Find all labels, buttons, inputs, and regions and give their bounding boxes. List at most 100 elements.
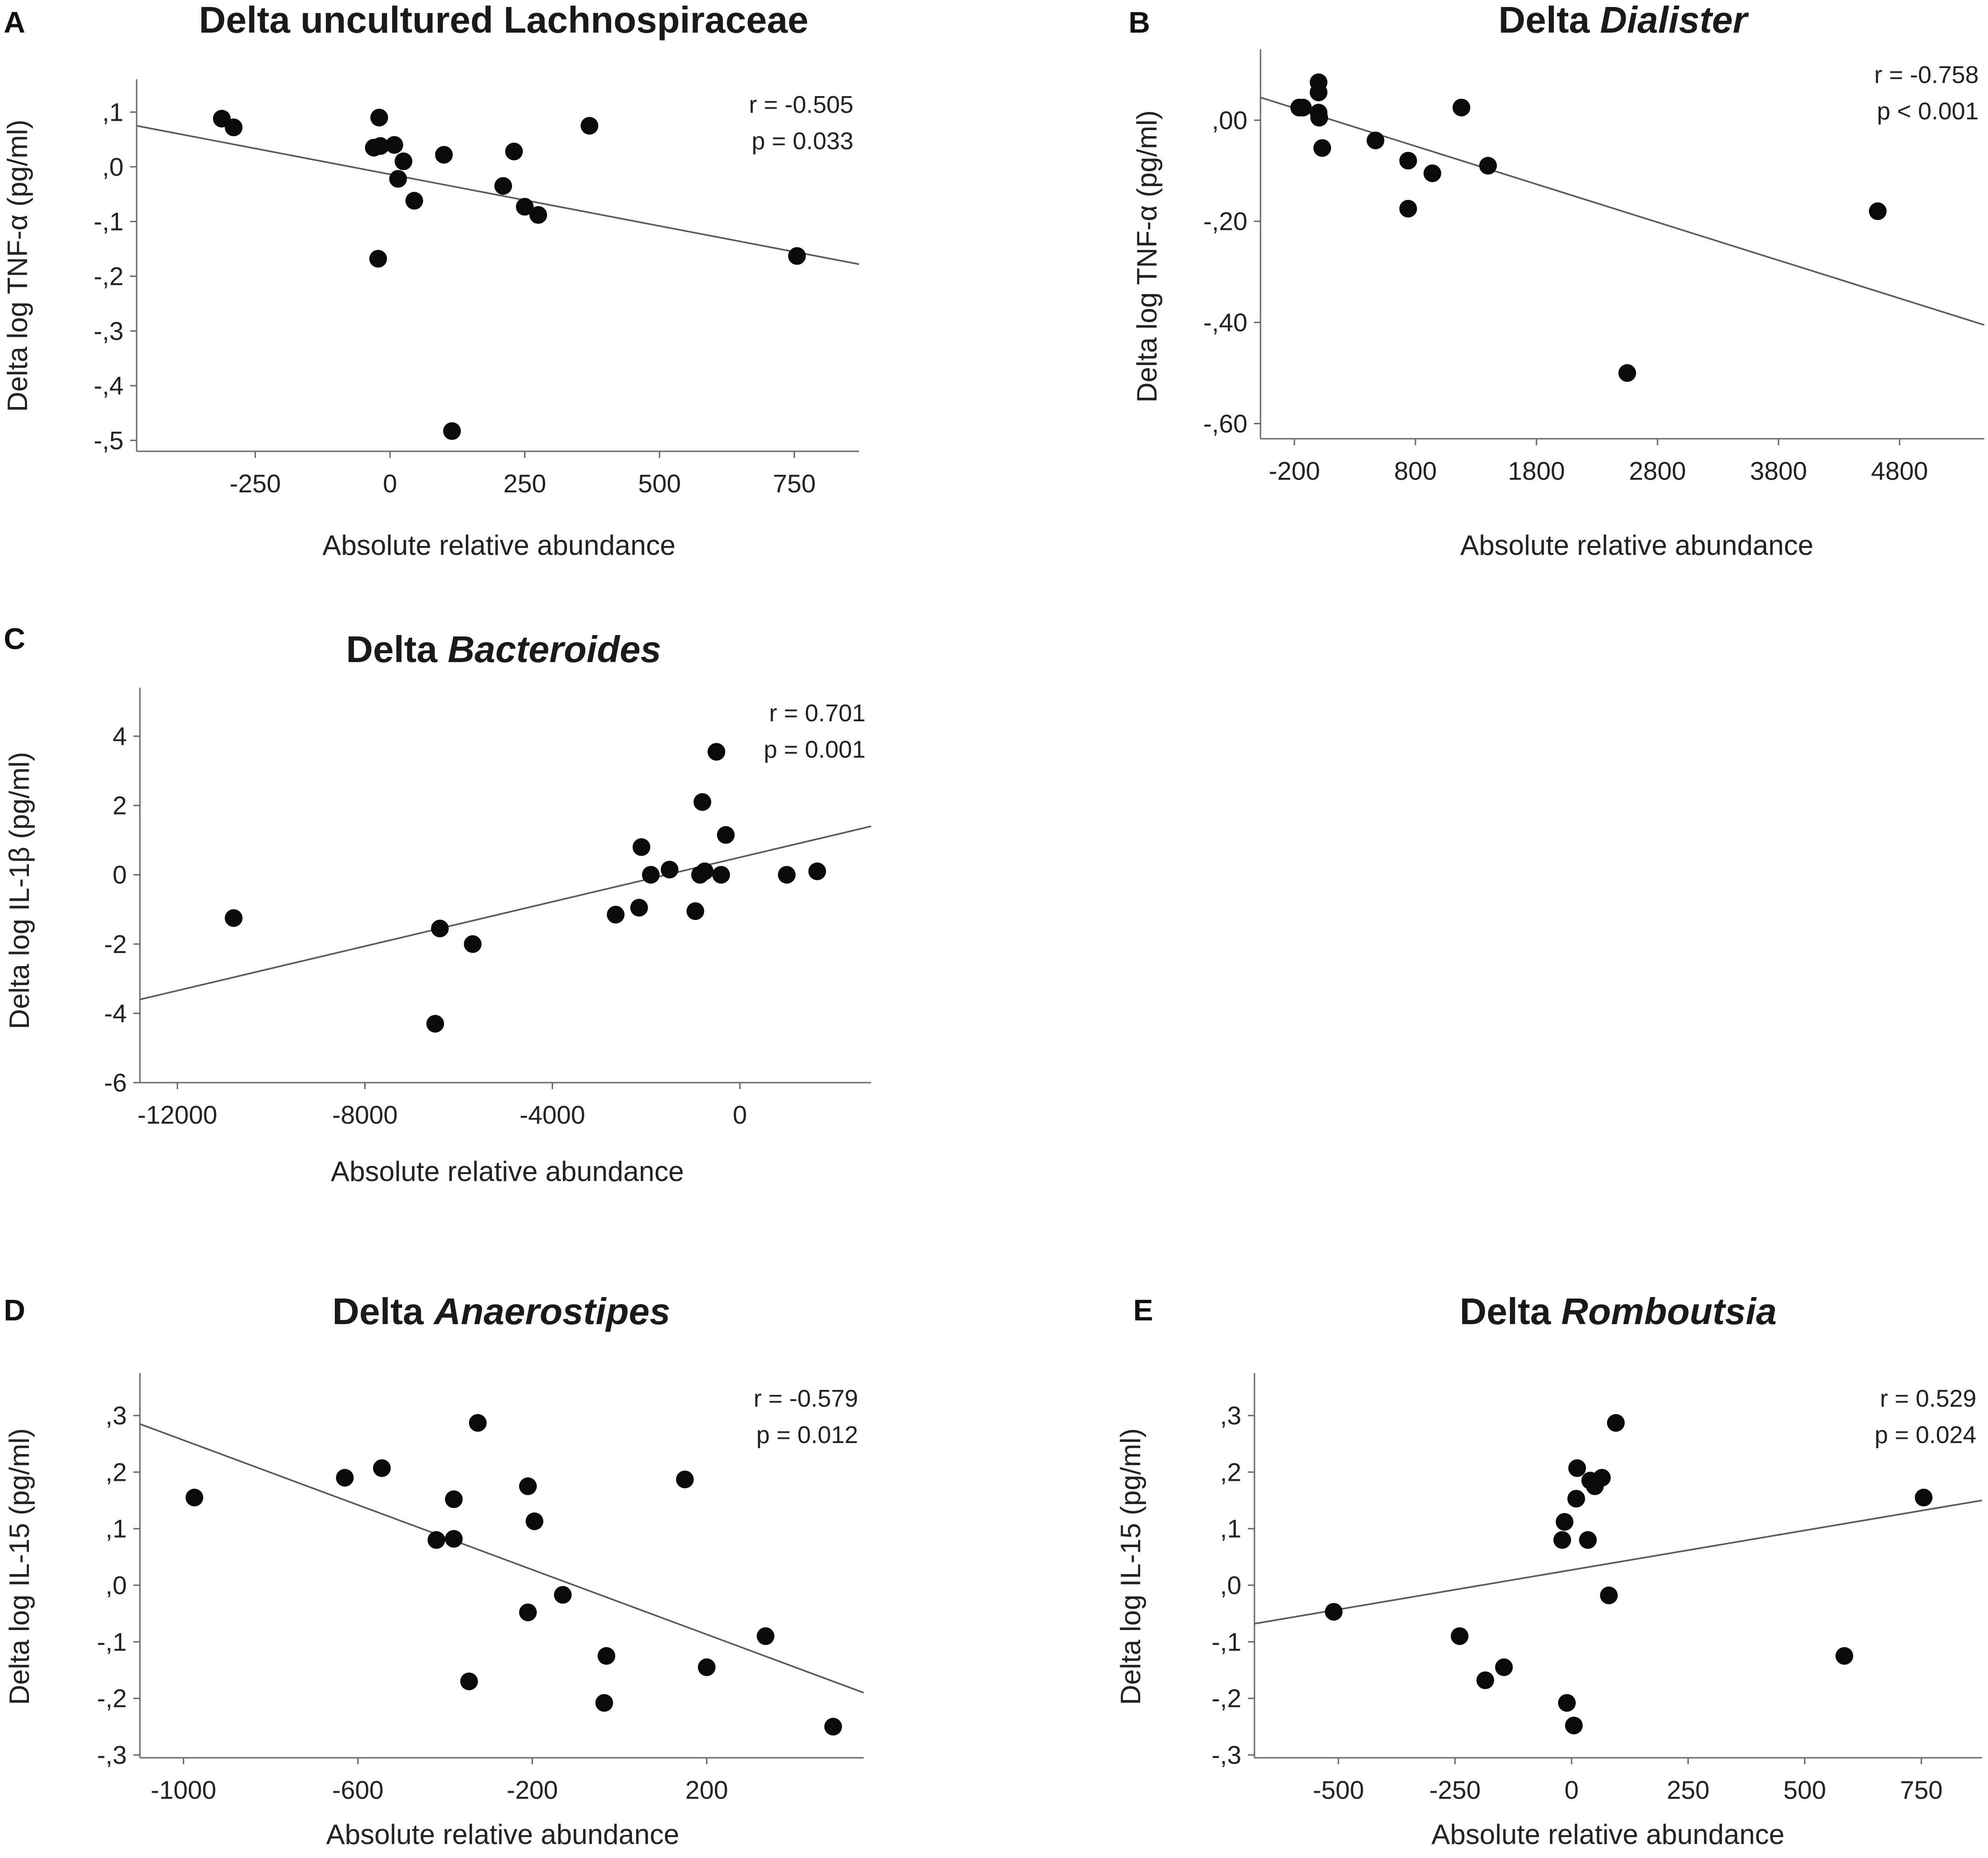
data-point xyxy=(526,1512,544,1530)
data-point xyxy=(427,1531,445,1549)
y-axis-label: Delta log TNF-α (pg/ml) xyxy=(1131,110,1163,402)
y-tick-label: ,1 xyxy=(105,1514,127,1543)
y-tick-label: ,0 xyxy=(102,152,124,181)
data-point xyxy=(464,935,482,953)
data-point xyxy=(1565,1716,1583,1734)
y-tick-label: -,3 xyxy=(97,1741,127,1769)
data-point xyxy=(712,866,730,884)
x-tick-label: 250 xyxy=(503,469,546,498)
y-tick-label: ,1 xyxy=(102,97,124,126)
y-tick-label: -,2 xyxy=(97,1684,127,1713)
x-tick-label: 2800 xyxy=(1629,456,1686,485)
data-point xyxy=(1553,1531,1571,1549)
data-point xyxy=(1366,131,1385,150)
x-tick-label: -8000 xyxy=(332,1100,398,1129)
data-point xyxy=(1423,164,1441,182)
data-point xyxy=(443,422,461,440)
y-tick-label: -,5 xyxy=(94,426,124,455)
data-point xyxy=(824,1718,842,1736)
data-point xyxy=(516,198,534,216)
y-axis-label: Delta log IL-15 (pg/ml) xyxy=(4,1428,35,1705)
data-point xyxy=(1399,200,1417,218)
y-tick-label: -,60 xyxy=(1203,409,1247,438)
data-point xyxy=(460,1672,478,1691)
chart-title: Delta Romboutsia xyxy=(1460,1291,1777,1332)
x-tick-label: 500 xyxy=(1783,1775,1826,1804)
data-point xyxy=(1618,364,1636,382)
panel-letter: B xyxy=(1129,6,1150,39)
data-point xyxy=(1452,98,1470,117)
data-point xyxy=(554,1586,572,1604)
data-point xyxy=(676,1471,694,1489)
regression-line xyxy=(136,125,859,265)
data-point xyxy=(369,249,387,268)
data-point xyxy=(707,743,726,761)
x-tick-label: -1000 xyxy=(151,1775,216,1804)
correlation-p: p = 0.033 xyxy=(752,128,853,155)
y-tick-label: -,2 xyxy=(94,262,124,290)
data-point xyxy=(225,909,243,927)
correlation-r: r = -0.505 xyxy=(749,91,853,118)
panel-d: D Delta Anaerostipes ,3 ,2 ,1 ,0 -,1 -,2 -,3 -100… xyxy=(4,1291,864,1850)
panel-c: C Delta Bacteroides 4 2 0 -2 -4 -6 -12000 -8000 -4… xyxy=(4,622,872,1187)
x-tick-label: 200 xyxy=(686,1775,728,1804)
x-tick-label: 750 xyxy=(1900,1775,1943,1804)
y-tick-label: 2 xyxy=(112,791,127,820)
panel-letter: A xyxy=(4,6,25,39)
y-tick-label: -,3 xyxy=(94,317,124,345)
data-point xyxy=(445,1530,463,1548)
chart-title: Delta Anaerostipes xyxy=(332,1291,671,1332)
x-tick-label: 250 xyxy=(1667,1775,1710,1804)
y-tick-label: ,1 xyxy=(1220,1514,1241,1543)
x-tick-label: 0 xyxy=(733,1100,747,1129)
chart-title: Delta Bacteroides xyxy=(346,629,661,670)
correlation-p: p = 0.012 xyxy=(756,1422,858,1449)
data-point xyxy=(519,1477,537,1495)
data-point xyxy=(469,1414,487,1432)
y-axis-label: Delta log IL-15 (pg/ml) xyxy=(1115,1428,1146,1705)
y-axis-label: Delta log TNF-α (pg/ml) xyxy=(2,119,33,412)
x-axis-label: Absolute relative abundance xyxy=(326,1819,679,1850)
data-point xyxy=(630,898,648,917)
x-tick-label: -250 xyxy=(1429,1775,1481,1804)
data-point xyxy=(1310,109,1328,127)
x-tick-label: -4000 xyxy=(520,1100,585,1129)
data-point xyxy=(756,1627,775,1645)
y-tick-label: -6 xyxy=(104,1068,127,1097)
data-point xyxy=(371,137,389,155)
y-tick-label: -,20 xyxy=(1203,207,1247,236)
data-point xyxy=(336,1469,354,1487)
correlation-r: r = -0.579 xyxy=(754,1385,858,1412)
x-tick-label: 750 xyxy=(773,469,816,498)
correlation-p: p = 0.001 xyxy=(764,736,866,763)
data-point xyxy=(660,861,679,879)
data-point xyxy=(405,192,423,210)
x-axis-label: Absolute relative abundance xyxy=(331,1156,684,1187)
x-tick-label: 3800 xyxy=(1750,456,1807,485)
data-point xyxy=(808,862,826,880)
data-point xyxy=(693,793,712,811)
y-tick-label: -,1 xyxy=(94,207,124,236)
data-point xyxy=(717,826,735,844)
y-tick-label: -,40 xyxy=(1203,308,1247,337)
data-point xyxy=(395,152,413,171)
data-point xyxy=(1313,139,1331,157)
data-point xyxy=(1836,1647,1853,1665)
data-point xyxy=(519,1603,537,1622)
y-tick-label: ,00 xyxy=(1212,106,1247,135)
title-part: Delta xyxy=(1460,1291,1561,1332)
data-point xyxy=(426,1015,444,1033)
x-tick-label: 800 xyxy=(1394,456,1437,485)
x-axis-label: Absolute relative abundance xyxy=(1431,1819,1784,1850)
data-point xyxy=(431,919,449,938)
data-point xyxy=(1325,1602,1343,1621)
data-point xyxy=(494,177,513,195)
y-tick-label: ,3 xyxy=(105,1401,127,1430)
data-point xyxy=(1495,1658,1513,1676)
data-point xyxy=(185,1488,203,1506)
title-part: Bacteroides xyxy=(448,629,661,670)
data-point xyxy=(225,118,243,137)
data-point xyxy=(595,1694,613,1712)
x-tick-label: 1800 xyxy=(1508,456,1565,485)
